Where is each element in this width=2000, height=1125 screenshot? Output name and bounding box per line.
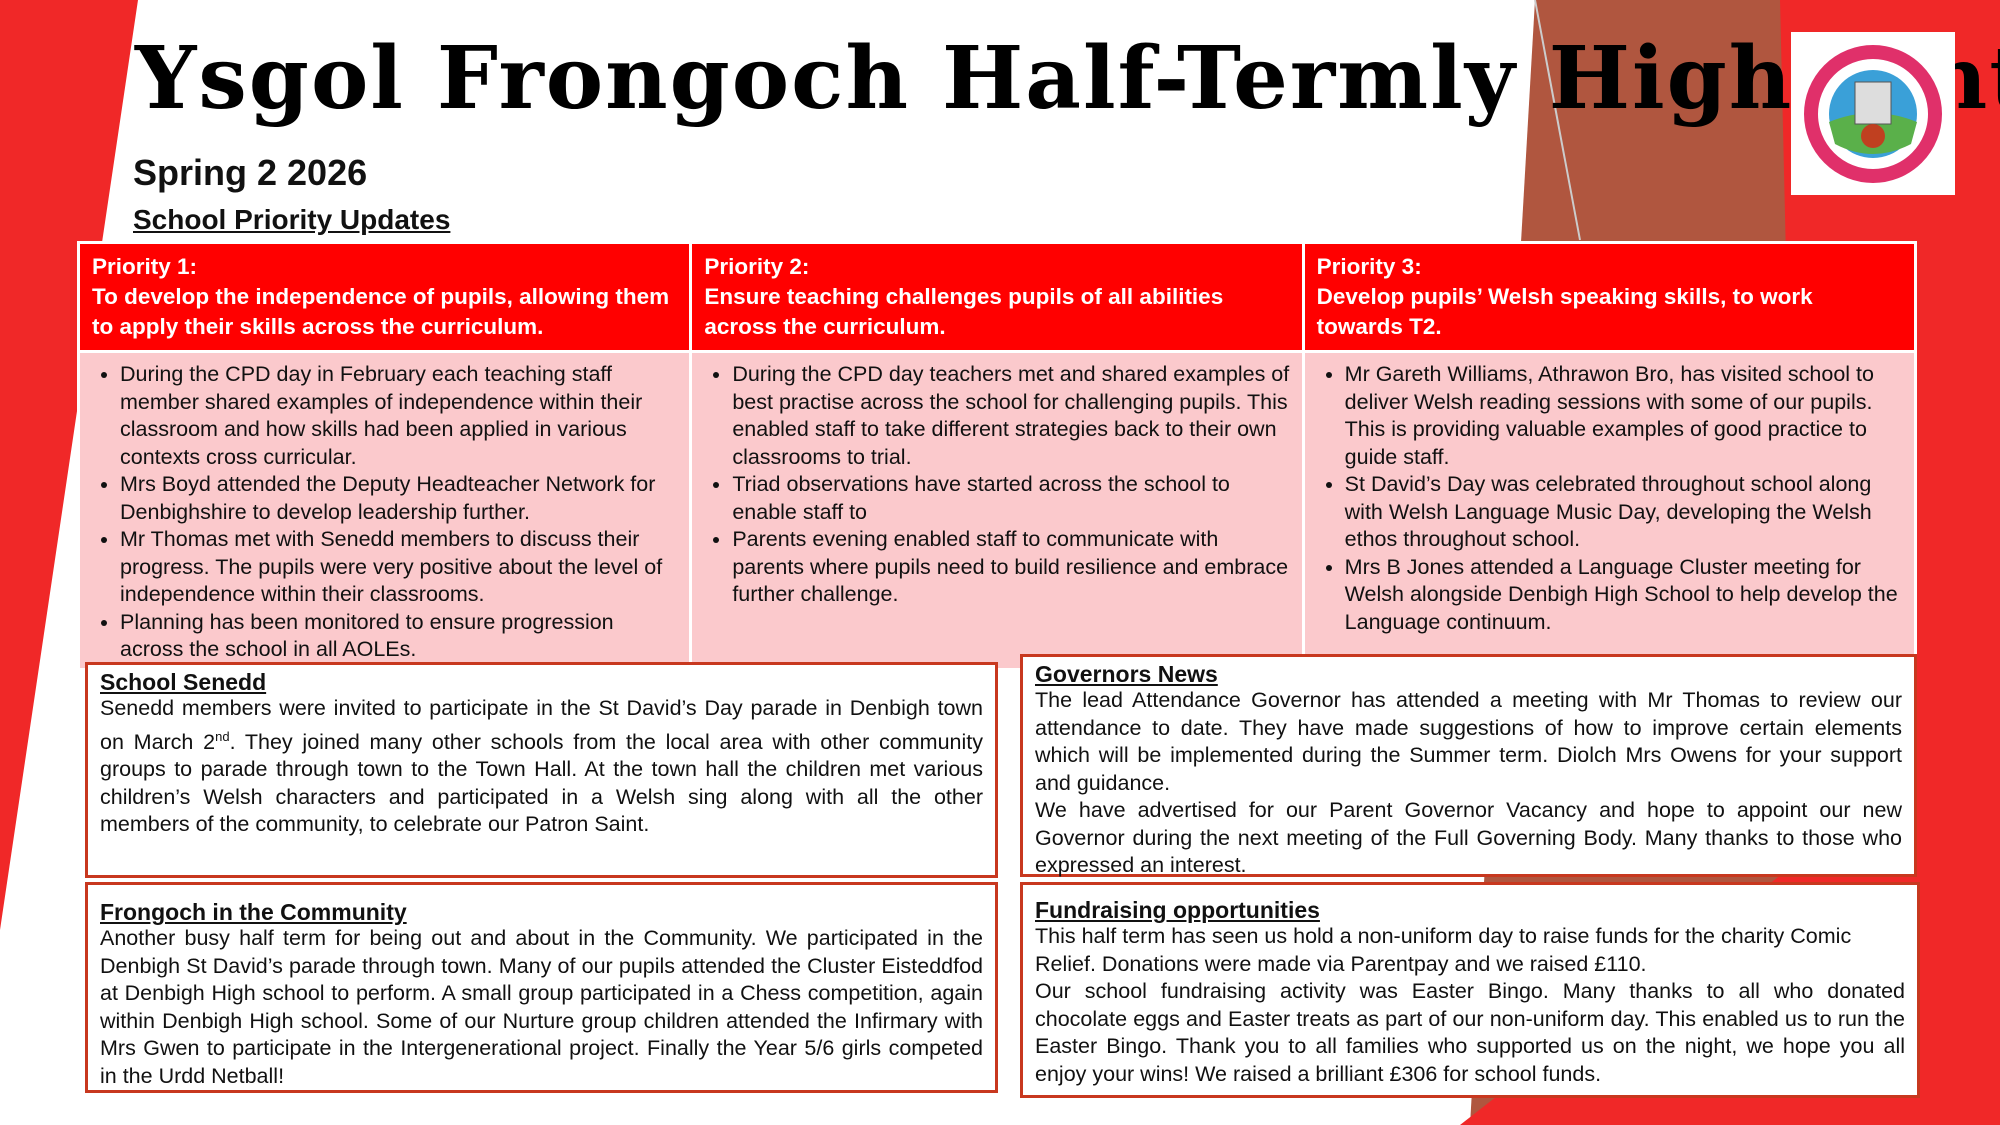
list-item: Mr Thomas met with Senedd members to dis…	[120, 526, 677, 609]
priority-label: Priority 3:	[1316, 254, 1422, 279]
priority-label: Priority 1:	[92, 254, 198, 279]
community-title: Frongoch in the Community	[100, 899, 407, 925]
senedd-text: Senedd members were invited to participa…	[100, 695, 983, 839]
left-red-band	[0, 0, 138, 930]
list-item: Planning has been monitored to ensure pr…	[120, 609, 677, 664]
page-title: Ysgol Frongoch Half-Termly Highlights	[135, 28, 2000, 129]
fundraising-paragraph: This half term has seen us hold a non-un…	[1035, 924, 1852, 976]
section-title: School Priority Updates	[133, 204, 451, 235]
list-item: Mrs B Jones attended a Language Cluster …	[1345, 554, 1902, 637]
list-item: Parents evening enabled staff to communi…	[732, 526, 1289, 609]
fundraising-paragraph: Our school fundraising activity was East…	[1035, 979, 1905, 1086]
priority-label: Priority 2:	[704, 254, 810, 279]
governors-paragraph: The lead Attendance Governor has attende…	[1035, 688, 1902, 795]
list-item: Mr Gareth Williams, Athrawon Bro, has vi…	[1345, 361, 1902, 471]
list-item: Triad observations have started across t…	[732, 471, 1289, 526]
priority-heading: Develop pupils’ Welsh speaking skills, t…	[1316, 284, 1813, 339]
priority-header-1: Priority 1: To develop the independence o…	[76, 241, 693, 353]
superscript: nd	[215, 728, 230, 744]
list-item: During the CPD day teachers met and shar…	[732, 361, 1289, 471]
priority-heading: Ensure teaching challenges pupils of all…	[704, 284, 1224, 339]
senedd-title: School Senedd	[100, 669, 267, 695]
list-item: During the CPD day in February each teac…	[120, 361, 677, 471]
priority-table: Priority 1: To develop the independence o…	[76, 241, 1918, 671]
fundraising-title: Fundraising opportunities	[1035, 897, 1320, 923]
senedd-text-b: . They joined many other schools from th…	[100, 729, 983, 837]
priority-header-3: Priority 3: Develop pupils’ Welsh speakin…	[1301, 241, 1918, 353]
school-crest-icon	[1804, 44, 1942, 183]
term-label: Spring 2 2026	[133, 152, 368, 193]
governors-paragraph: We have advertised for our Parent Govern…	[1035, 798, 1902, 877]
senedd-box: School Senedd Senedd members were invite…	[85, 662, 998, 878]
school-logo	[1791, 32, 1955, 195]
list-item: Mrs Boyd attended the Deputy Headteacher…	[120, 471, 677, 526]
community-text: Another busy half term for being out and…	[100, 926, 983, 1088]
list-item: St David’s Day was celebrated throughout…	[1345, 471, 1902, 554]
priority-body-1: During the CPD day in February each teac…	[76, 350, 693, 671]
priority-heading: To develop the independence of pupils, a…	[92, 284, 670, 339]
priority-header-2: Priority 2: Ensure teaching challenges pu…	[689, 241, 1305, 353]
senedd-text-a: Senedd members were invited to participa…	[100, 696, 983, 754]
fundraising-box: Fundraising opportunities This half term…	[1020, 882, 1920, 1098]
priority-body-2: During the CPD day teachers met and shar…	[689, 350, 1305, 671]
community-box: Frongoch in the Community Another busy h…	[85, 882, 998, 1093]
priority-body-3: Mr Gareth Williams, Athrawon Bro, has vi…	[1301, 350, 1918, 671]
governors-title: Governors News	[1035, 661, 1218, 687]
governors-box: Governors News The lead Attendance Gover…	[1020, 654, 1917, 877]
